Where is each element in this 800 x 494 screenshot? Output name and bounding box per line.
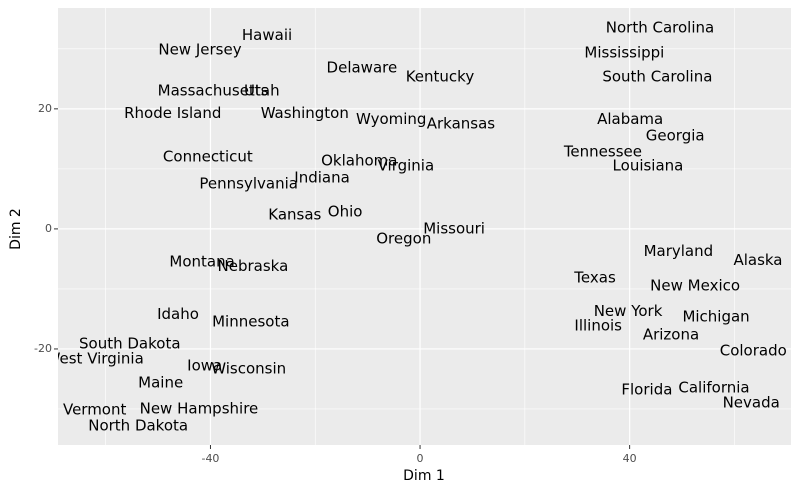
point-label: New Hampshire [140, 399, 259, 417]
point-label: Virginia [378, 156, 435, 174]
point-label: Missouri [423, 219, 485, 237]
point-label: Rhode Island [124, 104, 221, 122]
point-label: Nevada [723, 393, 780, 411]
point-label: Alaska [733, 251, 782, 269]
point-label: Pennsylvania [199, 174, 298, 192]
panel [58, 8, 791, 445]
point-label: Nebraska [218, 257, 289, 275]
point-label: Alabama [597, 110, 663, 128]
point-label: Vermont [63, 401, 127, 419]
point-label: Delaware [327, 59, 398, 77]
point-label: North Carolina [606, 18, 714, 36]
point-label: New Mexico [650, 276, 740, 294]
point-label: Utah [244, 81, 280, 99]
point-label: Indiana [294, 168, 350, 186]
x-tick-label: 0 [417, 452, 424, 465]
x-tick-label: 40 [623, 452, 637, 465]
x-tick-label: -40 [201, 452, 219, 465]
point-label: Oklahoma [321, 152, 397, 170]
point-label: New York [594, 302, 663, 320]
point-label: Michigan [682, 308, 749, 326]
point-label: Massachusetts [158, 81, 269, 99]
point-label: Montana [169, 252, 234, 270]
point-label: Wyoming [356, 110, 426, 128]
point-label: Connecticut [163, 147, 253, 165]
point-label: West Virginia [46, 350, 144, 368]
point-label: South Dakota [79, 335, 181, 353]
y-tick-label: -20 [34, 342, 52, 355]
point-label: Ohio [328, 203, 363, 221]
point-label: Idaho [157, 305, 199, 323]
point-label: Iowa [187, 356, 222, 374]
point-label: Oregon [376, 230, 431, 248]
point-label: Arkansas [427, 114, 496, 132]
point-label: Texas [573, 269, 616, 287]
point-label: Maine [138, 374, 183, 392]
y-tick-label: 20 [38, 102, 52, 115]
point-label: Minnesota [212, 312, 289, 330]
point-label: Louisiana [613, 156, 684, 174]
y-tick-label: 0 [45, 222, 52, 235]
point-label: Mississippi [584, 44, 664, 62]
point-label: South Carolina [602, 68, 712, 86]
point-label: Illinois [574, 317, 622, 335]
point-label: Colorado [720, 341, 787, 359]
point-label: Florida [621, 380, 672, 398]
point-label: Kentucky [406, 68, 475, 86]
point-label: Hawaii [242, 26, 292, 44]
point-label: Kansas [268, 206, 321, 224]
point-label: Tennessee [563, 143, 642, 161]
y-axis-title: Dim 2 [8, 208, 24, 250]
point-label: North Dakota [88, 416, 188, 434]
point-label: California [678, 378, 749, 396]
x-axis-title: Dim 1 [403, 468, 445, 484]
point-label: Arizona [643, 326, 699, 344]
point-label: New Jersey [158, 41, 241, 59]
point-label: Georgia [646, 126, 705, 144]
point-label: Maryland [644, 242, 714, 260]
point-label: Wisconsin [211, 359, 286, 377]
point-label: Washington [261, 104, 349, 122]
